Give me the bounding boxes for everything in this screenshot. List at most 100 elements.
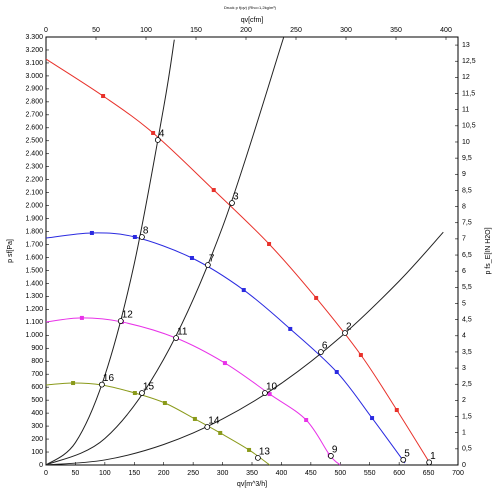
y2-tick-label: 0 xyxy=(462,462,466,469)
x-tick-label: 150 xyxy=(128,470,140,477)
y-tick-label: 1.000 xyxy=(25,332,43,339)
operating-point-label: 6 xyxy=(322,341,328,352)
curve-marker xyxy=(267,241,272,246)
curve xyxy=(45,232,406,464)
y-tick-label: 600 xyxy=(31,384,43,391)
y-axis-label: p sf[Pa] xyxy=(7,239,14,263)
y2-tick-label: 1,5 xyxy=(462,413,472,420)
operating-point xyxy=(317,349,324,355)
y2-tick-label: 8,5 xyxy=(462,187,472,194)
x2-tick-label: 350 xyxy=(390,27,402,34)
operating-point xyxy=(204,424,211,430)
x2-axis-label: qv[cfm] xyxy=(241,17,264,24)
curve-marker xyxy=(394,408,399,413)
x2-tick-label: 0 xyxy=(44,27,48,34)
chart-title: Druck p f(qv) (Rho=1,2kg/m³) xyxy=(224,5,277,10)
operating-point xyxy=(426,459,433,466)
y-tick-label: 2.000 xyxy=(25,202,43,209)
y2-tick-label: 6,5 xyxy=(462,252,472,259)
x-tick-label: 450 xyxy=(305,470,317,477)
y2-tick-label: 3,5 xyxy=(462,349,472,356)
operating-point-label: 11 xyxy=(177,327,188,338)
x2-tick-label: 400 xyxy=(440,27,452,34)
y-tick-label: 100 xyxy=(31,449,43,456)
y-tick-label: 800 xyxy=(31,358,43,365)
y2-tick-label: 9,5 xyxy=(462,155,472,162)
y-tick-label: 700 xyxy=(31,371,43,378)
operating-point-label: 8 xyxy=(143,226,149,237)
y2-axis-label: p fs_E[IN H2O] xyxy=(485,227,492,274)
curve-marker xyxy=(132,391,137,396)
curve-marker xyxy=(192,416,197,421)
y2-tick-label: 7 xyxy=(462,236,466,243)
x-tick-label: 600 xyxy=(393,470,405,477)
x2-tick-label: 50 xyxy=(92,27,100,34)
curve-marker xyxy=(79,315,84,320)
y-tick-label: 2.900 xyxy=(25,86,43,93)
y2-tick-label: 11,5 xyxy=(462,90,475,97)
x-axis-label: qv[m^3/h] xyxy=(237,481,267,488)
curve-marker xyxy=(151,130,156,135)
operating-point xyxy=(117,318,124,324)
y-tick-label: 900 xyxy=(31,345,43,352)
y2-tick-label: 5,5 xyxy=(462,284,472,291)
y2-tick-label: 8 xyxy=(462,203,466,210)
operating-point-label: 7 xyxy=(209,254,215,265)
y2-tick-label: 13 xyxy=(462,42,470,49)
curve-marker xyxy=(101,94,106,99)
operating-point xyxy=(139,234,145,240)
y2-tick-label: 4 xyxy=(462,333,466,340)
operating-point xyxy=(229,200,235,206)
operating-point xyxy=(99,381,105,388)
curve xyxy=(45,382,270,466)
operating-point xyxy=(400,456,407,463)
y-tick-label: 2.700 xyxy=(25,112,43,119)
y-tick-label: 1.700 xyxy=(25,241,43,248)
x-tick-label: 300 xyxy=(217,470,229,477)
y-tick-label: 2.300 xyxy=(25,164,43,171)
curve-marker xyxy=(71,381,76,386)
curve-marker xyxy=(241,288,246,293)
operating-point-label: 12 xyxy=(122,310,134,321)
operating-point-label: 10 xyxy=(266,382,278,393)
curve-marker xyxy=(132,234,137,239)
curve-marker xyxy=(211,188,216,193)
y2-tick-label: 9 xyxy=(462,171,466,178)
y-tick-label: 2.100 xyxy=(25,189,43,196)
y-tick-label: 2.800 xyxy=(25,99,43,106)
operating-point xyxy=(154,137,161,143)
operating-point xyxy=(342,330,348,336)
y2-tick-label: 10 xyxy=(462,139,470,146)
x2-tick-label: 150 xyxy=(190,27,202,34)
curve xyxy=(45,317,341,466)
y-tick-label: 1.300 xyxy=(25,293,43,300)
operating-point-label: 9 xyxy=(332,445,338,456)
x-tick-label: 500 xyxy=(334,470,346,477)
y-tick-label: 2.600 xyxy=(25,125,43,132)
y2-tick-label: 0,5 xyxy=(462,446,472,453)
curve-marker xyxy=(222,361,227,366)
curve xyxy=(45,58,431,464)
y-tick-label: 2.200 xyxy=(25,177,43,184)
y2-tick-label: 2,5 xyxy=(462,381,472,388)
operating-point-label: 15 xyxy=(143,382,155,393)
y-tick-label: 1.800 xyxy=(25,228,43,235)
operating-point xyxy=(327,453,334,459)
curve-marker xyxy=(370,416,375,421)
x-tick-label: 550 xyxy=(364,470,376,477)
x2-tick-label: 250 xyxy=(290,27,302,34)
x-tick-label: 100 xyxy=(99,470,111,477)
x2-tick-label: 100 xyxy=(140,27,152,34)
y-tick-label: 3.100 xyxy=(25,60,43,67)
operating-point-label: 1 xyxy=(430,451,436,462)
curve xyxy=(45,36,285,466)
y2-tick-label: 4,5 xyxy=(462,316,472,323)
y-tick-label: 2.500 xyxy=(25,138,43,145)
y2-tick-label: 7,5 xyxy=(462,220,472,227)
x-tick-label: 700 xyxy=(452,470,464,477)
y2-tick-label: 3 xyxy=(462,365,466,372)
y2-tick-label: 6 xyxy=(462,268,466,275)
curve-marker xyxy=(89,230,94,235)
y-tick-label: 1.400 xyxy=(25,280,43,287)
y-tick-label: 1.100 xyxy=(25,319,43,326)
